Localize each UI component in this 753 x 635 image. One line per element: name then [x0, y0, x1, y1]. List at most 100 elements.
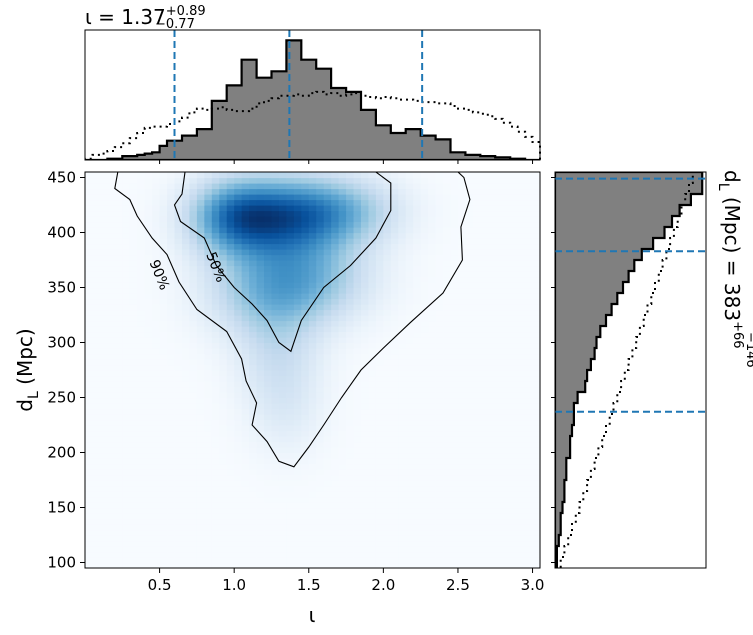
density-cell: [398, 216, 407, 223]
density-cell: [495, 359, 504, 366]
density-cell: [114, 414, 123, 421]
density-cell: [85, 293, 94, 300]
density-cell: [383, 452, 392, 459]
density-cell: [383, 293, 392, 300]
density-cell: [219, 452, 228, 459]
density-cell: [413, 480, 422, 487]
density-cell: [316, 353, 325, 360]
density-cell: [286, 557, 295, 564]
density-cell: [517, 249, 526, 256]
density-cell: [286, 551, 295, 558]
density-cell: [413, 535, 422, 542]
density-cell: [226, 546, 235, 553]
density-cell: [256, 452, 265, 459]
density-cell: [323, 320, 332, 327]
density-cell: [316, 238, 325, 245]
density-cell: [144, 425, 153, 432]
density-cell: [532, 452, 541, 459]
density-cell: [122, 227, 131, 234]
density-cell: [264, 232, 273, 239]
density-cell: [435, 177, 444, 184]
density-cell: [398, 205, 407, 212]
density-cell: [517, 243, 526, 250]
density-cell: [226, 463, 235, 470]
density-cell: [286, 221, 295, 228]
density-cell: [226, 469, 235, 476]
density-cell: [472, 551, 481, 558]
density-cell: [301, 513, 310, 520]
density-cell: [532, 496, 541, 503]
density-cell: [420, 425, 429, 432]
density-cell: [323, 463, 332, 470]
density-cell: [323, 243, 332, 250]
density-cell: [234, 425, 243, 432]
density-cell: [219, 463, 228, 470]
density-cell: [495, 430, 504, 437]
density-cell: [353, 282, 362, 289]
density-cell: [420, 194, 429, 201]
density-cell: [510, 359, 519, 366]
density-cell: [487, 304, 496, 311]
density-cell: [428, 425, 437, 432]
density-cell: [398, 243, 407, 250]
density-cell: [114, 183, 123, 190]
density-cell: [502, 419, 511, 426]
density-cell: [159, 199, 168, 206]
density-cell: [413, 529, 422, 536]
density-cell: [159, 276, 168, 283]
density-cell: [480, 469, 489, 476]
density-cell: [338, 194, 347, 201]
density-cell: [189, 243, 198, 250]
density-cell: [390, 441, 399, 448]
density-cell: [167, 502, 176, 509]
density-cell: [383, 188, 392, 195]
density-cell: [286, 205, 295, 212]
density-cell: [495, 381, 504, 388]
density-cell: [338, 359, 347, 366]
density-cell: [480, 298, 489, 305]
density-cell: [398, 535, 407, 542]
density-cell: [360, 386, 370, 393]
density-cell: [413, 540, 422, 547]
density-cell: [241, 540, 250, 547]
density-cell: [211, 474, 220, 481]
density-cell: [152, 529, 161, 536]
density-cell: [286, 337, 295, 344]
density-cell: [480, 188, 489, 195]
density-cell: [211, 271, 220, 278]
density-cell: [249, 491, 258, 498]
density-cell: [122, 414, 131, 421]
density-cell: [465, 529, 474, 536]
density-cell: [189, 458, 198, 465]
density-cell: [428, 375, 437, 382]
density-cell: [219, 216, 228, 223]
density-cell: [316, 249, 325, 256]
density-cell: [301, 199, 310, 206]
density-cell: [85, 216, 94, 223]
density-cell: [129, 414, 138, 421]
density-cell: [525, 326, 534, 333]
density-cell: [278, 535, 287, 542]
density-cell: [323, 177, 332, 184]
density-cell: [428, 370, 437, 377]
density-cell: [99, 364, 108, 371]
density-cell: [413, 474, 422, 481]
density-cell: [85, 282, 94, 289]
density-cell: [219, 474, 228, 481]
density-cell: [420, 463, 429, 470]
density-cell: [241, 227, 250, 234]
density-cell: [517, 458, 526, 465]
density-cell: [264, 342, 273, 349]
density-cell: [167, 524, 176, 531]
density-cell: [435, 243, 444, 250]
density-cell: [226, 458, 235, 465]
density-cell: [122, 485, 131, 492]
density-cell: [405, 562, 414, 568]
density-cell: [346, 188, 355, 195]
density-cell: [405, 331, 414, 338]
density-cell: [256, 238, 265, 245]
density-cell: [346, 337, 355, 344]
density-cell: [450, 210, 459, 217]
density-cell: [181, 529, 191, 536]
density-cell: [525, 414, 534, 421]
